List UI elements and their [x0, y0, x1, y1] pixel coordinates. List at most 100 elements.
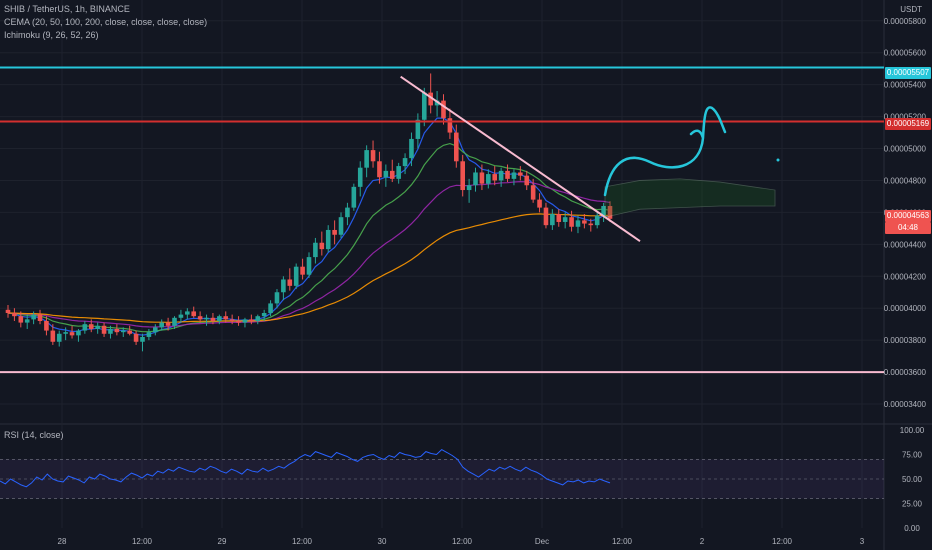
candle-body	[185, 311, 190, 315]
candle-body	[178, 314, 184, 318]
candle-body	[518, 172, 523, 176]
candle-body	[24, 319, 30, 323]
candle-body	[562, 217, 568, 222]
last-price-label: 0.00004563	[885, 210, 931, 222]
rsi-tick-label: 0.00	[904, 524, 920, 533]
candle-body	[287, 279, 293, 286]
x-tick-label: 2	[700, 537, 705, 546]
rsi-tick-label: 50.00	[902, 475, 923, 484]
candle-body	[569, 217, 574, 227]
candle-body	[191, 311, 197, 317]
candle-body	[389, 170, 395, 179]
rsi-tick-label: 25.00	[902, 500, 923, 509]
candle-body	[601, 206, 606, 216]
candle-body	[582, 220, 587, 224]
candle-body	[95, 325, 100, 329]
y-tick-label: 0.00005200	[884, 113, 927, 122]
rsi-indicator-label[interactable]: RSI (14, close)	[4, 430, 64, 440]
candle-body	[31, 314, 36, 320]
cema-50-line	[7, 142, 611, 333]
candle-body	[12, 313, 17, 317]
candle-body	[492, 174, 498, 181]
candle-body	[229, 319, 235, 321]
x-tick-label: 29	[218, 537, 227, 546]
ichimoku-indicator-label[interactable]: Ichimoku (9, 26, 52, 26)	[4, 30, 99, 40]
candle-body	[325, 229, 331, 250]
candle-body	[460, 161, 466, 191]
candle-body	[223, 316, 229, 320]
y-tick-label: 0.00004800	[884, 176, 927, 185]
candle-body	[588, 223, 594, 226]
candle-body	[5, 309, 11, 314]
candle-body	[101, 325, 107, 334]
y-tick-label: 0.00003800	[884, 336, 927, 345]
y-tick-label: 0.00005000	[884, 145, 927, 154]
candle-body	[197, 316, 203, 320]
candle-body	[402, 158, 408, 167]
y-tick-label: 0.00003600	[884, 368, 927, 377]
x-tick-label: 12:00	[132, 537, 153, 546]
candle-body	[293, 266, 299, 286]
cema-100-line	[7, 180, 611, 328]
ichimoku-cloud	[604, 178, 776, 218]
candle-body	[50, 330, 56, 342]
candle-body	[524, 175, 530, 186]
cema-indicator-label[interactable]: CEMA (20, 50, 100, 200, close, close, cl…	[4, 17, 208, 27]
candle-body	[453, 132, 459, 162]
candle-body	[377, 161, 382, 178]
candle-body	[88, 324, 94, 329]
candle-body	[345, 207, 350, 218]
candle-body	[537, 199, 542, 208]
x-tick-label: 12:00	[612, 537, 633, 546]
candle-body	[300, 266, 305, 275]
candle-body	[364, 150, 369, 168]
projection-arrow	[603, 106, 727, 197]
candle-body	[434, 100, 440, 106]
candle-body	[236, 320, 241, 323]
y-tick-label: 0.00005400	[884, 81, 927, 90]
cema-200-line	[7, 213, 611, 323]
candle-body	[210, 317, 216, 321]
candle-body	[428, 92, 433, 106]
candle-body	[140, 336, 145, 342]
cema-20-line	[7, 117, 611, 336]
currency-unit: USDT	[900, 5, 922, 14]
y-tick-label: 0.00004200	[884, 272, 927, 281]
candle-body	[550, 213, 555, 226]
candle-body	[82, 324, 88, 331]
candle-body	[332, 229, 337, 235]
candle-body	[217, 316, 222, 321]
candle-body	[441, 100, 446, 119]
x-tick-label: Dec	[535, 537, 549, 546]
candle-body	[409, 138, 414, 159]
candle-body	[127, 330, 132, 334]
rsi-tick-label: 75.00	[902, 451, 923, 460]
candle-body	[76, 330, 81, 336]
candle-body	[357, 167, 363, 187]
candle-body	[204, 317, 209, 320]
rsi-line	[0, 448, 611, 488]
y-tick-label: 0.00005800	[884, 17, 927, 26]
cyan-level-label: 0.00005507	[885, 67, 931, 79]
candle-body	[114, 328, 120, 333]
candle-body	[556, 213, 562, 222]
candle-body	[281, 279, 286, 293]
y-tick-label: 0.00005600	[884, 49, 927, 58]
x-tick-label: 3	[860, 537, 865, 546]
candle-body	[415, 119, 421, 139]
candle-body	[447, 118, 453, 133]
candle-body	[511, 172, 517, 179]
candle-body	[319, 242, 325, 250]
candle-body	[396, 166, 401, 179]
trendline	[400, 75, 641, 242]
candle-body	[120, 330, 126, 333]
candle-body	[242, 319, 248, 323]
y-tick-label: 0.00004000	[884, 304, 927, 313]
candle-body	[421, 92, 427, 120]
candle-body	[530, 185, 536, 200]
y-tick-label: 0.00004400	[884, 240, 927, 249]
y-tick-label: 0.00003400	[884, 400, 927, 409]
rsi-band	[0, 459, 884, 499]
candle-body	[255, 316, 261, 321]
